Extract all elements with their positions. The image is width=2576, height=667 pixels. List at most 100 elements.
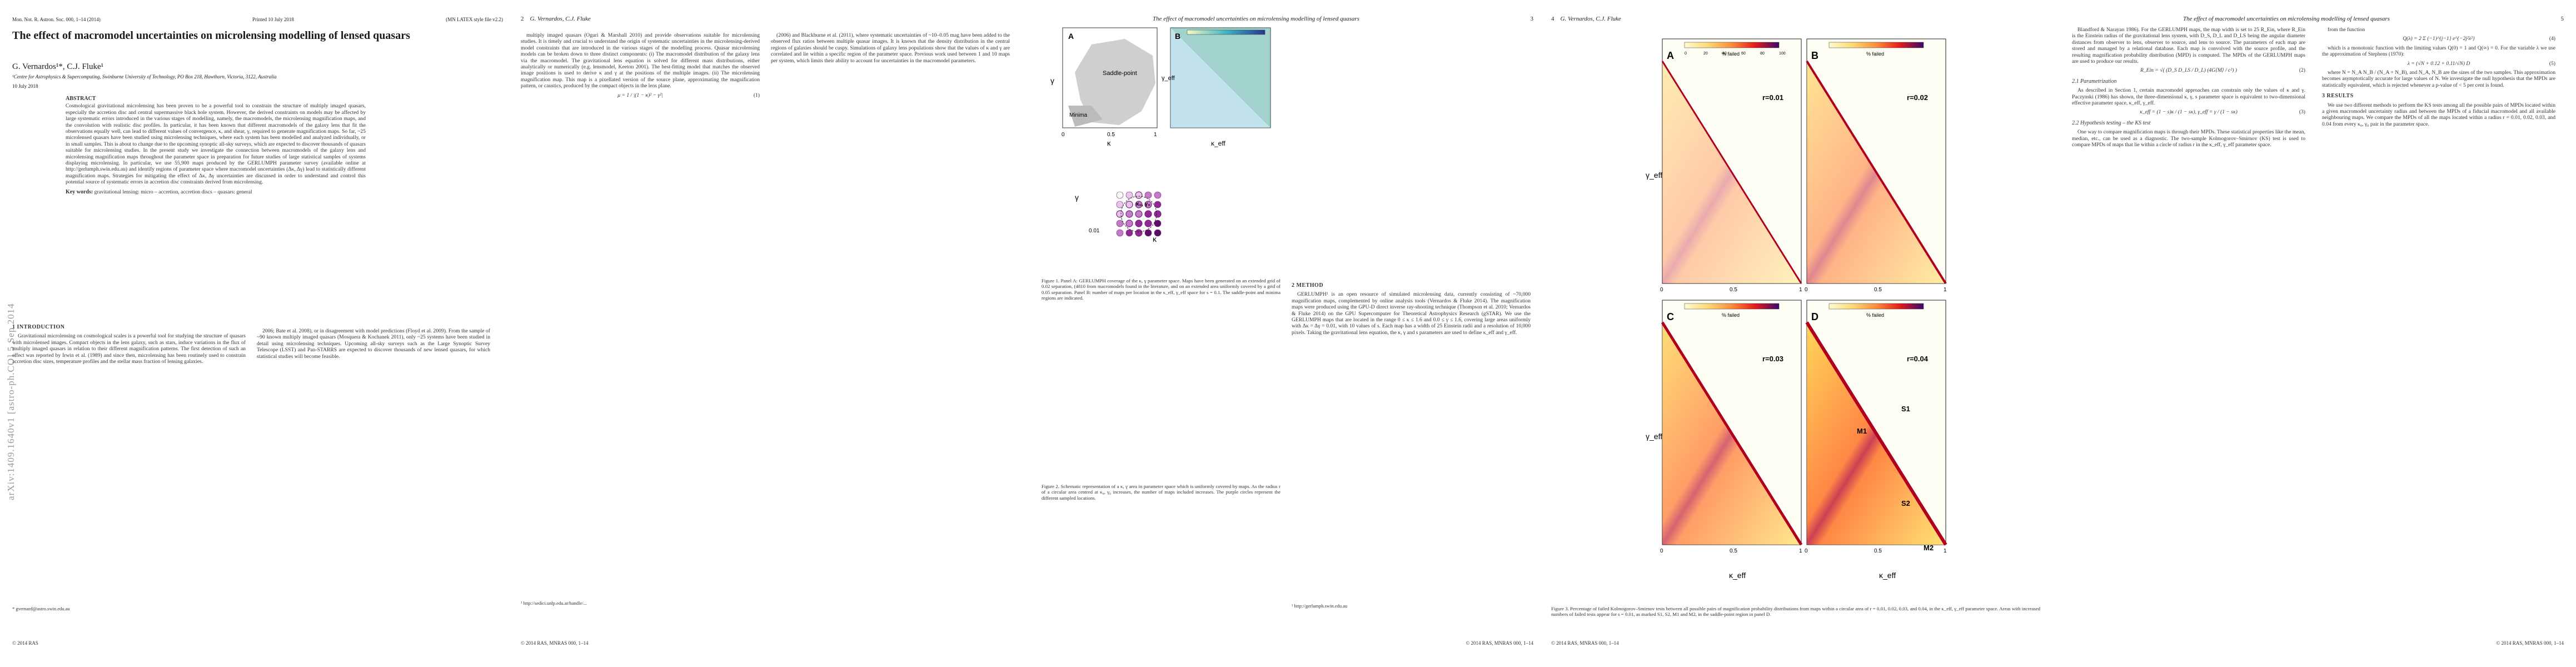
copyright: © 2014 RAS, MNRAS 000, 1–14 bbox=[521, 640, 589, 646]
equation-number: (2) bbox=[2299, 67, 2305, 74]
page-footer: © 2014 RAS bbox=[12, 640, 482, 646]
figure-3-caption-block: Figure 3. Percentage of failed Kolmogoro… bbox=[1551, 606, 2040, 618]
equation-text: μ = 1 / |(1 − κ)² − γ²| bbox=[617, 92, 663, 98]
paragraph: multiply imaged quasars (Oguri & Marshal… bbox=[521, 32, 760, 89]
y-axis-label: γ_eff bbox=[1646, 171, 1662, 180]
paragraph: We use two different methods to perform … bbox=[2322, 102, 2555, 127]
copyright: © 2014 RAS bbox=[12, 640, 38, 646]
fig2-grid-point bbox=[1125, 201, 1133, 208]
print-date: Printed 10 July 2018 bbox=[252, 17, 294, 22]
y-axis-label: γ_eff bbox=[1162, 75, 1175, 82]
fig2-grid-point bbox=[1116, 191, 1124, 199]
copyright: © 2014 RAS, MNRAS 000, 1–14 bbox=[1466, 640, 1533, 646]
radius-label: r=0.01 bbox=[1762, 93, 1783, 102]
x-tick: 0.5 bbox=[1730, 548, 1737, 554]
paper-date: 10 July 2018 bbox=[12, 83, 38, 89]
fig2-grid-point bbox=[1144, 220, 1152, 227]
page-header: The effect of macromodel uncertainties o… bbox=[1042, 16, 1533, 22]
keywords-text: gravitational lensing: micro – accretion… bbox=[94, 188, 252, 195]
panel-label: A bbox=[1667, 50, 1674, 61]
fig2-grid-point bbox=[1125, 220, 1133, 227]
fig2-step-label: 0.01 bbox=[1089, 228, 1100, 234]
fig2-grid-point bbox=[1135, 191, 1143, 199]
equation-2: R_Ein = √( (D_S D_LS / D_L) (4G⟨M⟩ / c²)… bbox=[2072, 67, 2305, 73]
page-footer: © 2014 RAS, MNRAS 000, 1–14 bbox=[521, 640, 997, 646]
colorbar bbox=[1684, 303, 1780, 310]
abstract: ABSTRACT Cosmological gravitational micr… bbox=[66, 96, 366, 195]
colorbar-label: % failed bbox=[1866, 51, 1884, 57]
column-right: (2006) and Blackburne et al. (2011), whe… bbox=[771, 32, 1010, 67]
colorbar-tick: 0 bbox=[1685, 52, 1687, 56]
radius-label: r=0.04 bbox=[1907, 355, 1929, 363]
page-number: 5 bbox=[2560, 16, 2564, 22]
region-label-saddle: Saddle-point bbox=[1103, 70, 1137, 77]
colorbar bbox=[1828, 303, 1924, 310]
x-tick: 1 bbox=[1944, 287, 1947, 293]
column-right: 2006; Bate et al. 2008), or in disagreem… bbox=[257, 328, 490, 362]
colorbar-tick: 60 bbox=[1741, 52, 1746, 56]
colorbar-label: % failed bbox=[1722, 312, 1740, 318]
copyright: © 2014 RAS, MNRAS 000, 1–14 bbox=[2496, 640, 2564, 646]
fig2-grid-point bbox=[1125, 191, 1133, 199]
page-1: Mon. Not. R. Astron. Soc. 000, 1–14 (201… bbox=[0, 0, 515, 667]
colorbar-label: % failed bbox=[1722, 51, 1740, 57]
figure-2-caption: Figure 2. Schematic representation of a … bbox=[1042, 484, 1280, 501]
equation-4: Q(λ) = 2 Σ (−1)^{j−1} e^{−2j²λ²} (4) bbox=[2322, 36, 2555, 42]
fig3-panel-a: % failed Ar=0.01 0 0.5 1 bbox=[1660, 38, 1802, 293]
fig2-center-label: κ₀, γ₀ bbox=[1136, 201, 1150, 207]
y-axis-label: γ_eff bbox=[1646, 432, 1662, 441]
x-tick: 0.5 bbox=[1874, 287, 1882, 293]
running-head: 2 G. Vernardos, C.J. Fluke bbox=[521, 16, 591, 22]
panel-label: B bbox=[1811, 50, 1818, 61]
footnote: ¹ http://sedici.unlp.edu.ar/handle/... bbox=[521, 600, 587, 606]
equation-number: (5) bbox=[2549, 60, 2555, 67]
page-2: 2 G. Vernardos, C.J. Fluke multiply imag… bbox=[515, 0, 1030, 667]
subsection-heading: 2.2 Hypothesis testing – the KS test bbox=[2072, 120, 2151, 126]
fig2-kappa-label: κ bbox=[1153, 235, 1157, 243]
paragraph: where N = N_A N_B / (N_A + N_B), and N_A… bbox=[2322, 69, 2555, 88]
radius-label: r=0.02 bbox=[1907, 93, 1928, 102]
paragraph: (2006) and Blackburne et al. (2011), whe… bbox=[771, 32, 1010, 64]
column-left: Blandford & Narayan 1986). For the GERLU… bbox=[2072, 27, 2305, 151]
paragraph: Gravitational microlensing on cosmologic… bbox=[12, 333, 246, 365]
running-title: The effect of macromodel uncertainties o… bbox=[1153, 16, 1359, 22]
running-authors: G. Vernardos, C.J. Fluke bbox=[1560, 16, 1621, 22]
figure-1: A Saddle-point Minima γ κ 0 0.5 1 B γ_ef… bbox=[1042, 22, 1275, 278]
equation-text: Q(λ) = 2 Σ (−1)^{j−1} e^{−2j²λ²} bbox=[2403, 36, 2475, 42]
section-heading: 1 INTRODUCTION bbox=[12, 324, 65, 330]
region-label: M1 bbox=[1857, 427, 1867, 435]
fig2-grid-point bbox=[1125, 229, 1133, 237]
x-tick: 0 bbox=[1660, 548, 1663, 554]
page-header: Mon. Not. R. Astron. Soc. 000, 1–14 (201… bbox=[12, 17, 503, 22]
affiliation: ¹Centre for Astrophysics & Supercomputin… bbox=[12, 74, 277, 79]
page-footer: © 2014 RAS, MNRAS 000, 1–14 bbox=[2072, 640, 2564, 646]
paragraph: GERLUMPH¹ is an open resource of simulat… bbox=[1292, 291, 1531, 336]
running-title: The effect of macromodel uncertainties o… bbox=[2183, 16, 2390, 22]
critical-line bbox=[1806, 60, 1947, 285]
fig1-panel-b: B γ_eff κ_eff bbox=[1162, 27, 1271, 147]
page-footer: © 2014 RAS, MNRAS 000, 1–14 bbox=[1551, 640, 2027, 646]
region-label-minima: Minima bbox=[1069, 112, 1088, 118]
abstract-text: Cosmological gravitational microlensing … bbox=[66, 103, 366, 186]
region-label: S1 bbox=[1901, 405, 1910, 413]
fig2-grid-point bbox=[1144, 201, 1152, 208]
paragraph: from the function bbox=[2328, 27, 2365, 33]
fig2-grid-point bbox=[1135, 210, 1143, 218]
keywords-label: Key words: bbox=[66, 188, 93, 195]
paper-title: The effect of macromodel uncertainties o… bbox=[12, 29, 410, 42]
panel-label: C bbox=[1667, 311, 1674, 322]
page-footer: © 2014 RAS, MNRAS 000, 1–14 bbox=[1042, 640, 1533, 646]
region-label: S2 bbox=[1901, 499, 1910, 507]
fig2-grid-point bbox=[1135, 201, 1143, 208]
page-header: 2 G. Vernardos, C.J. Fluke bbox=[521, 16, 1014, 22]
x-tick: 0 bbox=[1660, 287, 1663, 293]
style-file: (MN LATEX style file v2.2) bbox=[446, 17, 503, 22]
panel-label: B bbox=[1175, 32, 1180, 41]
colorbar bbox=[1684, 42, 1780, 48]
equation-number: (1) bbox=[753, 92, 760, 98]
paragraph: One way to compare magnification maps is… bbox=[2072, 129, 2305, 148]
fig2-gamma-label: γ bbox=[1075, 193, 1079, 202]
fig2-grid-point bbox=[1144, 191, 1152, 199]
equation-number: (4) bbox=[2549, 36, 2555, 42]
